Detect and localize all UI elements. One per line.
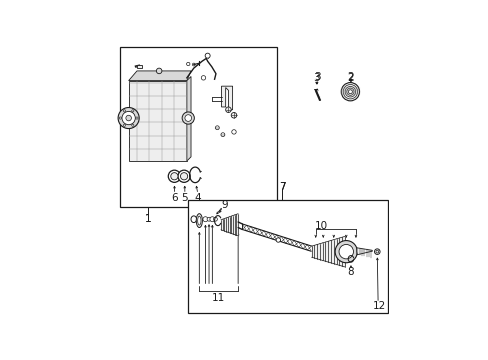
Circle shape bbox=[186, 62, 189, 66]
Text: 5: 5 bbox=[181, 193, 188, 203]
Bar bbox=[137, 65, 142, 68]
Bar bbox=[120, 48, 276, 207]
Bar bbox=[188, 200, 387, 314]
Circle shape bbox=[170, 173, 178, 180]
Circle shape bbox=[207, 217, 210, 221]
Circle shape bbox=[184, 115, 191, 121]
Circle shape bbox=[168, 170, 180, 183]
Text: 3: 3 bbox=[313, 72, 320, 82]
Circle shape bbox=[334, 240, 357, 263]
Text: 2: 2 bbox=[347, 72, 353, 82]
Circle shape bbox=[276, 238, 280, 242]
Circle shape bbox=[225, 107, 231, 112]
Text: 3: 3 bbox=[313, 73, 319, 83]
Circle shape bbox=[375, 250, 378, 253]
Text: 6: 6 bbox=[171, 193, 178, 203]
Text: 1: 1 bbox=[144, 214, 151, 224]
Text: 7: 7 bbox=[279, 183, 285, 192]
Circle shape bbox=[203, 217, 207, 222]
Polygon shape bbox=[128, 81, 186, 161]
Circle shape bbox=[341, 82, 359, 101]
Ellipse shape bbox=[197, 216, 201, 225]
Text: 11: 11 bbox=[212, 293, 225, 303]
Text: 2: 2 bbox=[347, 73, 353, 83]
Text: 7: 7 bbox=[279, 182, 285, 192]
Ellipse shape bbox=[196, 214, 202, 228]
Text: 8: 8 bbox=[347, 267, 353, 277]
Circle shape bbox=[231, 112, 236, 118]
Polygon shape bbox=[221, 86, 232, 110]
Circle shape bbox=[209, 217, 214, 222]
Circle shape bbox=[178, 170, 190, 183]
Polygon shape bbox=[128, 71, 191, 81]
Polygon shape bbox=[186, 76, 191, 161]
Polygon shape bbox=[128, 81, 186, 161]
Text: 9: 9 bbox=[222, 199, 228, 210]
Circle shape bbox=[118, 108, 139, 129]
Circle shape bbox=[338, 244, 353, 259]
Text: 10: 10 bbox=[314, 221, 327, 231]
Text: 12: 12 bbox=[372, 301, 386, 311]
Circle shape bbox=[122, 111, 135, 125]
Circle shape bbox=[348, 90, 352, 94]
Circle shape bbox=[213, 217, 217, 221]
Text: 1: 1 bbox=[144, 214, 151, 224]
Circle shape bbox=[180, 173, 187, 180]
Polygon shape bbox=[356, 248, 372, 255]
Circle shape bbox=[125, 115, 131, 121]
Circle shape bbox=[374, 249, 379, 255]
Circle shape bbox=[205, 53, 210, 58]
Text: 4: 4 bbox=[194, 193, 201, 203]
Circle shape bbox=[182, 112, 194, 124]
Circle shape bbox=[156, 68, 162, 74]
